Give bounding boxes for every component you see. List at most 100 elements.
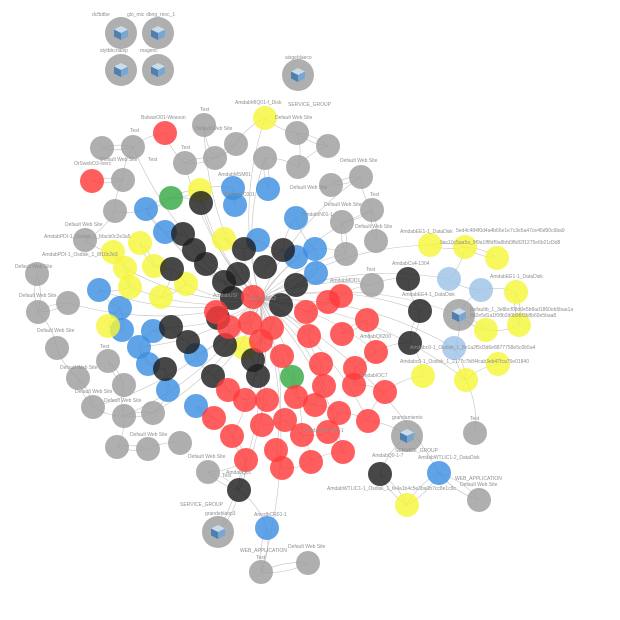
- graph-node-blue[interactable]: [108, 296, 132, 320]
- graph-node-blue[interactable]: [184, 394, 208, 418]
- graph-node-red[interactable]: [330, 322, 354, 346]
- graph-node-black[interactable]: [396, 267, 420, 291]
- graph-node-blue[interactable]: [427, 461, 451, 485]
- graph-node-yellow[interactable]: [149, 285, 173, 309]
- graph-node-gray[interactable]: [467, 488, 491, 512]
- graph-node-red[interactable]: [299, 450, 323, 474]
- graph-node-blue[interactable]: [255, 516, 279, 540]
- graph-node-red[interactable]: [373, 380, 397, 404]
- graph-node-blue[interactable]: [303, 237, 327, 261]
- graph-node-red[interactable]: [270, 456, 294, 480]
- graph-node-red[interactable]: [80, 169, 104, 193]
- graph-node-gray[interactable]: [103, 199, 127, 223]
- graph-node-gray[interactable]: [286, 155, 310, 179]
- graph-node-red[interactable]: [284, 385, 308, 409]
- graph-node-gray[interactable]: [316, 134, 340, 158]
- graph-node-red[interactable]: [303, 393, 327, 417]
- graph-node-red[interactable]: [273, 408, 297, 432]
- graph-node-lightblue[interactable]: [437, 267, 461, 291]
- graph-node-yellow[interactable]: [486, 352, 510, 376]
- graph-node-gray[interactable]: [66, 366, 90, 390]
- graph-node-green[interactable]: [280, 365, 304, 389]
- graph-node-gray[interactable]: [285, 121, 309, 145]
- graph-node-gray[interactable]: [253, 146, 277, 170]
- graph-node-yellow[interactable]: [253, 106, 277, 130]
- graph-node-gray[interactable]: [112, 404, 136, 428]
- graph-node-yellow[interactable]: [474, 318, 498, 342]
- graph-node-gray[interactable]: [111, 168, 135, 192]
- graph-node-red[interactable]: [270, 344, 294, 368]
- graph-node-red[interactable]: [364, 340, 388, 364]
- graph-node-red[interactable]: [220, 424, 244, 448]
- graph-node-gray[interactable]: [96, 349, 120, 373]
- graph-node-black[interactable]: [227, 478, 251, 502]
- graph-node-black[interactable]: [160, 257, 184, 281]
- graph-node-gray[interactable]: [112, 373, 136, 397]
- graph-node-black[interactable]: [213, 333, 237, 357]
- graph-node-black[interactable]: [408, 299, 432, 323]
- graph-node-yellow[interactable]: [485, 246, 509, 270]
- graph-node-gray[interactable]: [360, 198, 384, 222]
- graph-node-gray[interactable]: [364, 229, 388, 253]
- graph-node-yellow[interactable]: [128, 231, 152, 255]
- graph-node-gray[interactable]: [73, 228, 97, 252]
- graph-node-blue[interactable]: [141, 319, 165, 343]
- graph-node-black[interactable]: [159, 315, 183, 339]
- graph-node-gray[interactable]: [136, 437, 160, 461]
- graph-node-blue[interactable]: [156, 378, 180, 402]
- graph-node-yellow[interactable]: [507, 313, 531, 337]
- graph-node-yellow[interactable]: [212, 227, 236, 251]
- graph-node-red[interactable]: [241, 285, 265, 309]
- graph-node-yellow[interactable]: [118, 275, 142, 299]
- graph-node-red[interactable]: [327, 401, 351, 425]
- graph-node-gray[interactable]: [360, 273, 384, 297]
- graph-node-yellow[interactable]: [174, 272, 198, 296]
- graph-node-red[interactable]: [217, 315, 241, 339]
- graph-node-black[interactable]: [253, 255, 277, 279]
- graph-node-gray[interactable]: [141, 401, 165, 425]
- graph-node-blue[interactable]: [304, 261, 328, 285]
- graph-node-black[interactable]: [220, 286, 244, 310]
- graph-node-red[interactable]: [238, 311, 262, 335]
- graph-node-black[interactable]: [269, 293, 293, 317]
- graph-node-gray[interactable]: [249, 560, 273, 584]
- graph-node-black[interactable]: [398, 331, 422, 355]
- graph-node-red[interactable]: [331, 440, 355, 464]
- graph-node-gray[interactable]: [26, 300, 50, 324]
- graph-node-yellow[interactable]: [411, 364, 435, 388]
- graph-node-blue[interactable]: [134, 197, 158, 221]
- graph-node-red[interactable]: [312, 374, 336, 398]
- graph-node-yellow[interactable]: [454, 368, 478, 392]
- graph-node-gray[interactable]: [349, 165, 373, 189]
- graph-node-red[interactable]: [343, 356, 367, 380]
- graph-node-red[interactable]: [290, 423, 314, 447]
- graph-node-yellow[interactable]: [418, 233, 442, 257]
- graph-node-red[interactable]: [342, 373, 366, 397]
- graph-node-gray[interactable]: [25, 262, 49, 286]
- graph-node-gray[interactable]: [224, 132, 248, 156]
- graph-node-red[interactable]: [255, 388, 279, 412]
- graph-node-gray[interactable]: [81, 395, 105, 419]
- graph-node-gray[interactable]: [121, 135, 145, 159]
- graph-node-black[interactable]: [284, 273, 308, 297]
- graph-node-red[interactable]: [309, 352, 333, 376]
- graph-node-gray[interactable]: [45, 336, 69, 360]
- graph-node-gray[interactable]: [90, 136, 114, 160]
- graph-node-yellow[interactable]: [504, 280, 528, 304]
- graph-node-yellow[interactable]: [395, 493, 419, 517]
- graph-node-red[interactable]: [153, 121, 177, 145]
- graph-node-red[interactable]: [250, 413, 274, 437]
- graph-node-red[interactable]: [216, 378, 240, 402]
- graph-node-gray[interactable]: [56, 291, 80, 315]
- graph-node-gray[interactable]: [173, 151, 197, 175]
- graph-node-red[interactable]: [202, 406, 226, 430]
- graph-node-gray[interactable]: [296, 551, 320, 575]
- graph-node-blue[interactable]: [153, 220, 177, 244]
- graph-node-red[interactable]: [297, 324, 321, 348]
- graph-node-lightblue[interactable]: [442, 336, 466, 360]
- graph-node-red[interactable]: [294, 300, 318, 324]
- graph-node-gray[interactable]: [105, 435, 129, 459]
- graph-node-black[interactable]: [189, 191, 213, 215]
- graph-node-yellow[interactable]: [101, 240, 125, 264]
